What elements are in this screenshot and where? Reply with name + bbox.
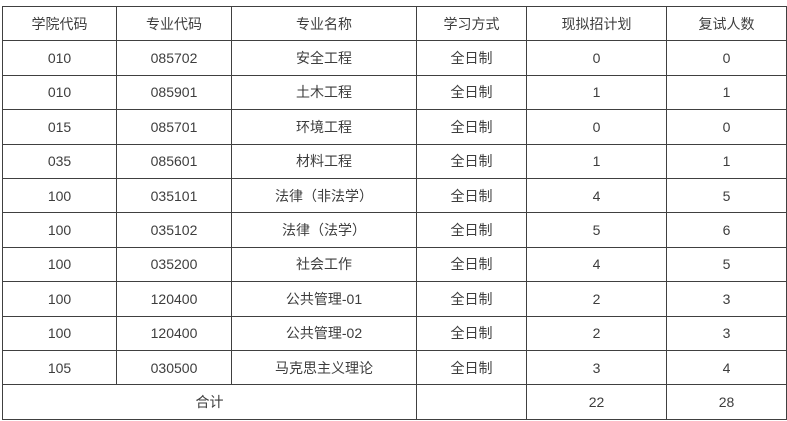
table-cell: 035 bbox=[2, 143, 117, 179]
table-row: 010 085702 安全工程 全日制 0 0 bbox=[2, 40, 787, 76]
table-cell: 0 bbox=[526, 40, 667, 76]
table-cell: 2 bbox=[526, 315, 667, 351]
total-retest-count: 28 bbox=[666, 384, 787, 420]
table-cell: 035200 bbox=[116, 246, 232, 283]
table-row: 010 085901 土木工程 全日制 1 1 bbox=[2, 74, 787, 111]
table-cell: 120400 bbox=[116, 281, 232, 317]
table-cell: 社会工作 bbox=[231, 246, 417, 283]
table-cell: 100 bbox=[2, 177, 117, 214]
table-header: 学院代码 专业代码 专业名称 学习方式 现拟招计划 复试人数 bbox=[2, 5, 787, 42]
table-cell: 1 bbox=[526, 74, 667, 111]
admissions-table: 学院代码 专业代码 专业名称 学习方式 现拟招计划 复试人数 010 085702… bbox=[2, 5, 787, 420]
table-cell: 6 bbox=[666, 212, 787, 248]
table-cell: 5 bbox=[666, 246, 787, 283]
table-row: 100 035101 法律（非法学） 全日制 4 5 bbox=[2, 177, 787, 214]
table-row: 100 035102 法律（法学） 全日制 5 6 bbox=[2, 212, 787, 248]
table-cell: 全日制 bbox=[416, 281, 527, 317]
table-cell: 085601 bbox=[116, 143, 232, 179]
table-cell: 010 bbox=[2, 74, 117, 111]
table-cell: 公共管理-02 bbox=[231, 315, 417, 351]
header-row: 学院代码 专业代码 专业名称 学习方式 现拟招计划 复试人数 bbox=[2, 5, 787, 42]
table-cell: 085702 bbox=[116, 40, 232, 76]
header-retest-count: 复试人数 bbox=[666, 5, 787, 42]
table-cell: 100 bbox=[2, 212, 117, 248]
table-cell: 1 bbox=[526, 143, 667, 179]
table-row: 105 030500 马克思主义理论 全日制 3 4 bbox=[2, 349, 787, 386]
table-cell: 全日制 bbox=[416, 143, 527, 179]
table-row: 100 035200 社会工作 全日制 4 5 bbox=[2, 246, 787, 283]
table-cell: 0 bbox=[666, 109, 787, 145]
table-cell: 035102 bbox=[116, 212, 232, 248]
table-cell: 全日制 bbox=[416, 349, 527, 386]
table-cell: 015 bbox=[2, 109, 117, 145]
table-cell: 全日制 bbox=[416, 74, 527, 111]
table-cell: 035101 bbox=[116, 177, 232, 214]
table-cell: 5 bbox=[526, 212, 667, 248]
table-cell: 4 bbox=[526, 246, 667, 283]
header-study-mode: 学习方式 bbox=[416, 5, 527, 42]
table-cell: 材料工程 bbox=[231, 143, 417, 179]
total-planned-enrollment: 22 bbox=[526, 384, 667, 420]
table-cell: 环境工程 bbox=[231, 109, 417, 145]
table-cell: 法律（法学） bbox=[231, 212, 417, 248]
table-cell: 马克思主义理论 bbox=[231, 349, 417, 386]
table-cell: 4 bbox=[666, 349, 787, 386]
table-cell: 0 bbox=[666, 40, 787, 76]
table-cell: 085701 bbox=[116, 109, 232, 145]
table-cell: 全日制 bbox=[416, 246, 527, 283]
table-cell: 010 bbox=[2, 40, 117, 76]
table-cell: 100 bbox=[2, 315, 117, 351]
table-cell: 公共管理-01 bbox=[231, 281, 417, 317]
table-cell: 全日制 bbox=[416, 40, 527, 76]
table-row: 015 085701 环境工程 全日制 0 0 bbox=[2, 109, 787, 145]
table-cell: 120400 bbox=[116, 315, 232, 351]
header-major-code: 专业代码 bbox=[116, 5, 232, 42]
table-row: 035 085601 材料工程 全日制 1 1 bbox=[2, 143, 787, 179]
header-planned-enrollment: 现拟招计划 bbox=[526, 5, 667, 42]
table-cell: 3 bbox=[526, 349, 667, 386]
table-cell: 全日制 bbox=[416, 315, 527, 351]
table-cell: 3 bbox=[666, 281, 787, 317]
table-cell: 法律（非法学） bbox=[231, 177, 417, 214]
table-row: 100 120400 公共管理-01 全日制 2 3 bbox=[2, 281, 787, 317]
table-cell: 5 bbox=[666, 177, 787, 214]
table-cell: 3 bbox=[666, 315, 787, 351]
table-body: 010 085702 安全工程 全日制 0 0 010 085901 土木工程 全日制 1 1 015 0… bbox=[2, 40, 787, 386]
table-cell: 全日制 bbox=[416, 177, 527, 214]
table-cell: 1 bbox=[666, 74, 787, 111]
table-cell: 安全工程 bbox=[231, 40, 417, 76]
table-cell: 100 bbox=[2, 246, 117, 283]
table-cell: 105 bbox=[2, 349, 117, 386]
table-cell: 全日制 bbox=[416, 212, 527, 248]
table-cell: 100 bbox=[2, 281, 117, 317]
table-cell: 1 bbox=[666, 143, 787, 179]
header-college-code: 学院代码 bbox=[2, 5, 117, 42]
table-cell: 085901 bbox=[116, 74, 232, 111]
table-cell: 0 bbox=[526, 109, 667, 145]
table-cell: 4 bbox=[526, 177, 667, 214]
table-row: 100 120400 公共管理-02 全日制 2 3 bbox=[2, 315, 787, 351]
header-major-name: 专业名称 bbox=[231, 5, 417, 42]
total-study-mode-empty bbox=[416, 384, 527, 420]
table-cell: 2 bbox=[526, 281, 667, 317]
total-row: 合计 22 28 bbox=[2, 384, 787, 420]
table-cell: 土木工程 bbox=[231, 74, 417, 111]
table-cell: 030500 bbox=[116, 349, 232, 386]
total-label: 合计 bbox=[2, 384, 417, 420]
admissions-table-container: 学院代码 专业代码 专业名称 学习方式 现拟招计划 复试人数 010 085702… bbox=[2, 5, 787, 420]
table-cell: 全日制 bbox=[416, 109, 527, 145]
table-footer: 合计 22 28 bbox=[2, 384, 787, 420]
